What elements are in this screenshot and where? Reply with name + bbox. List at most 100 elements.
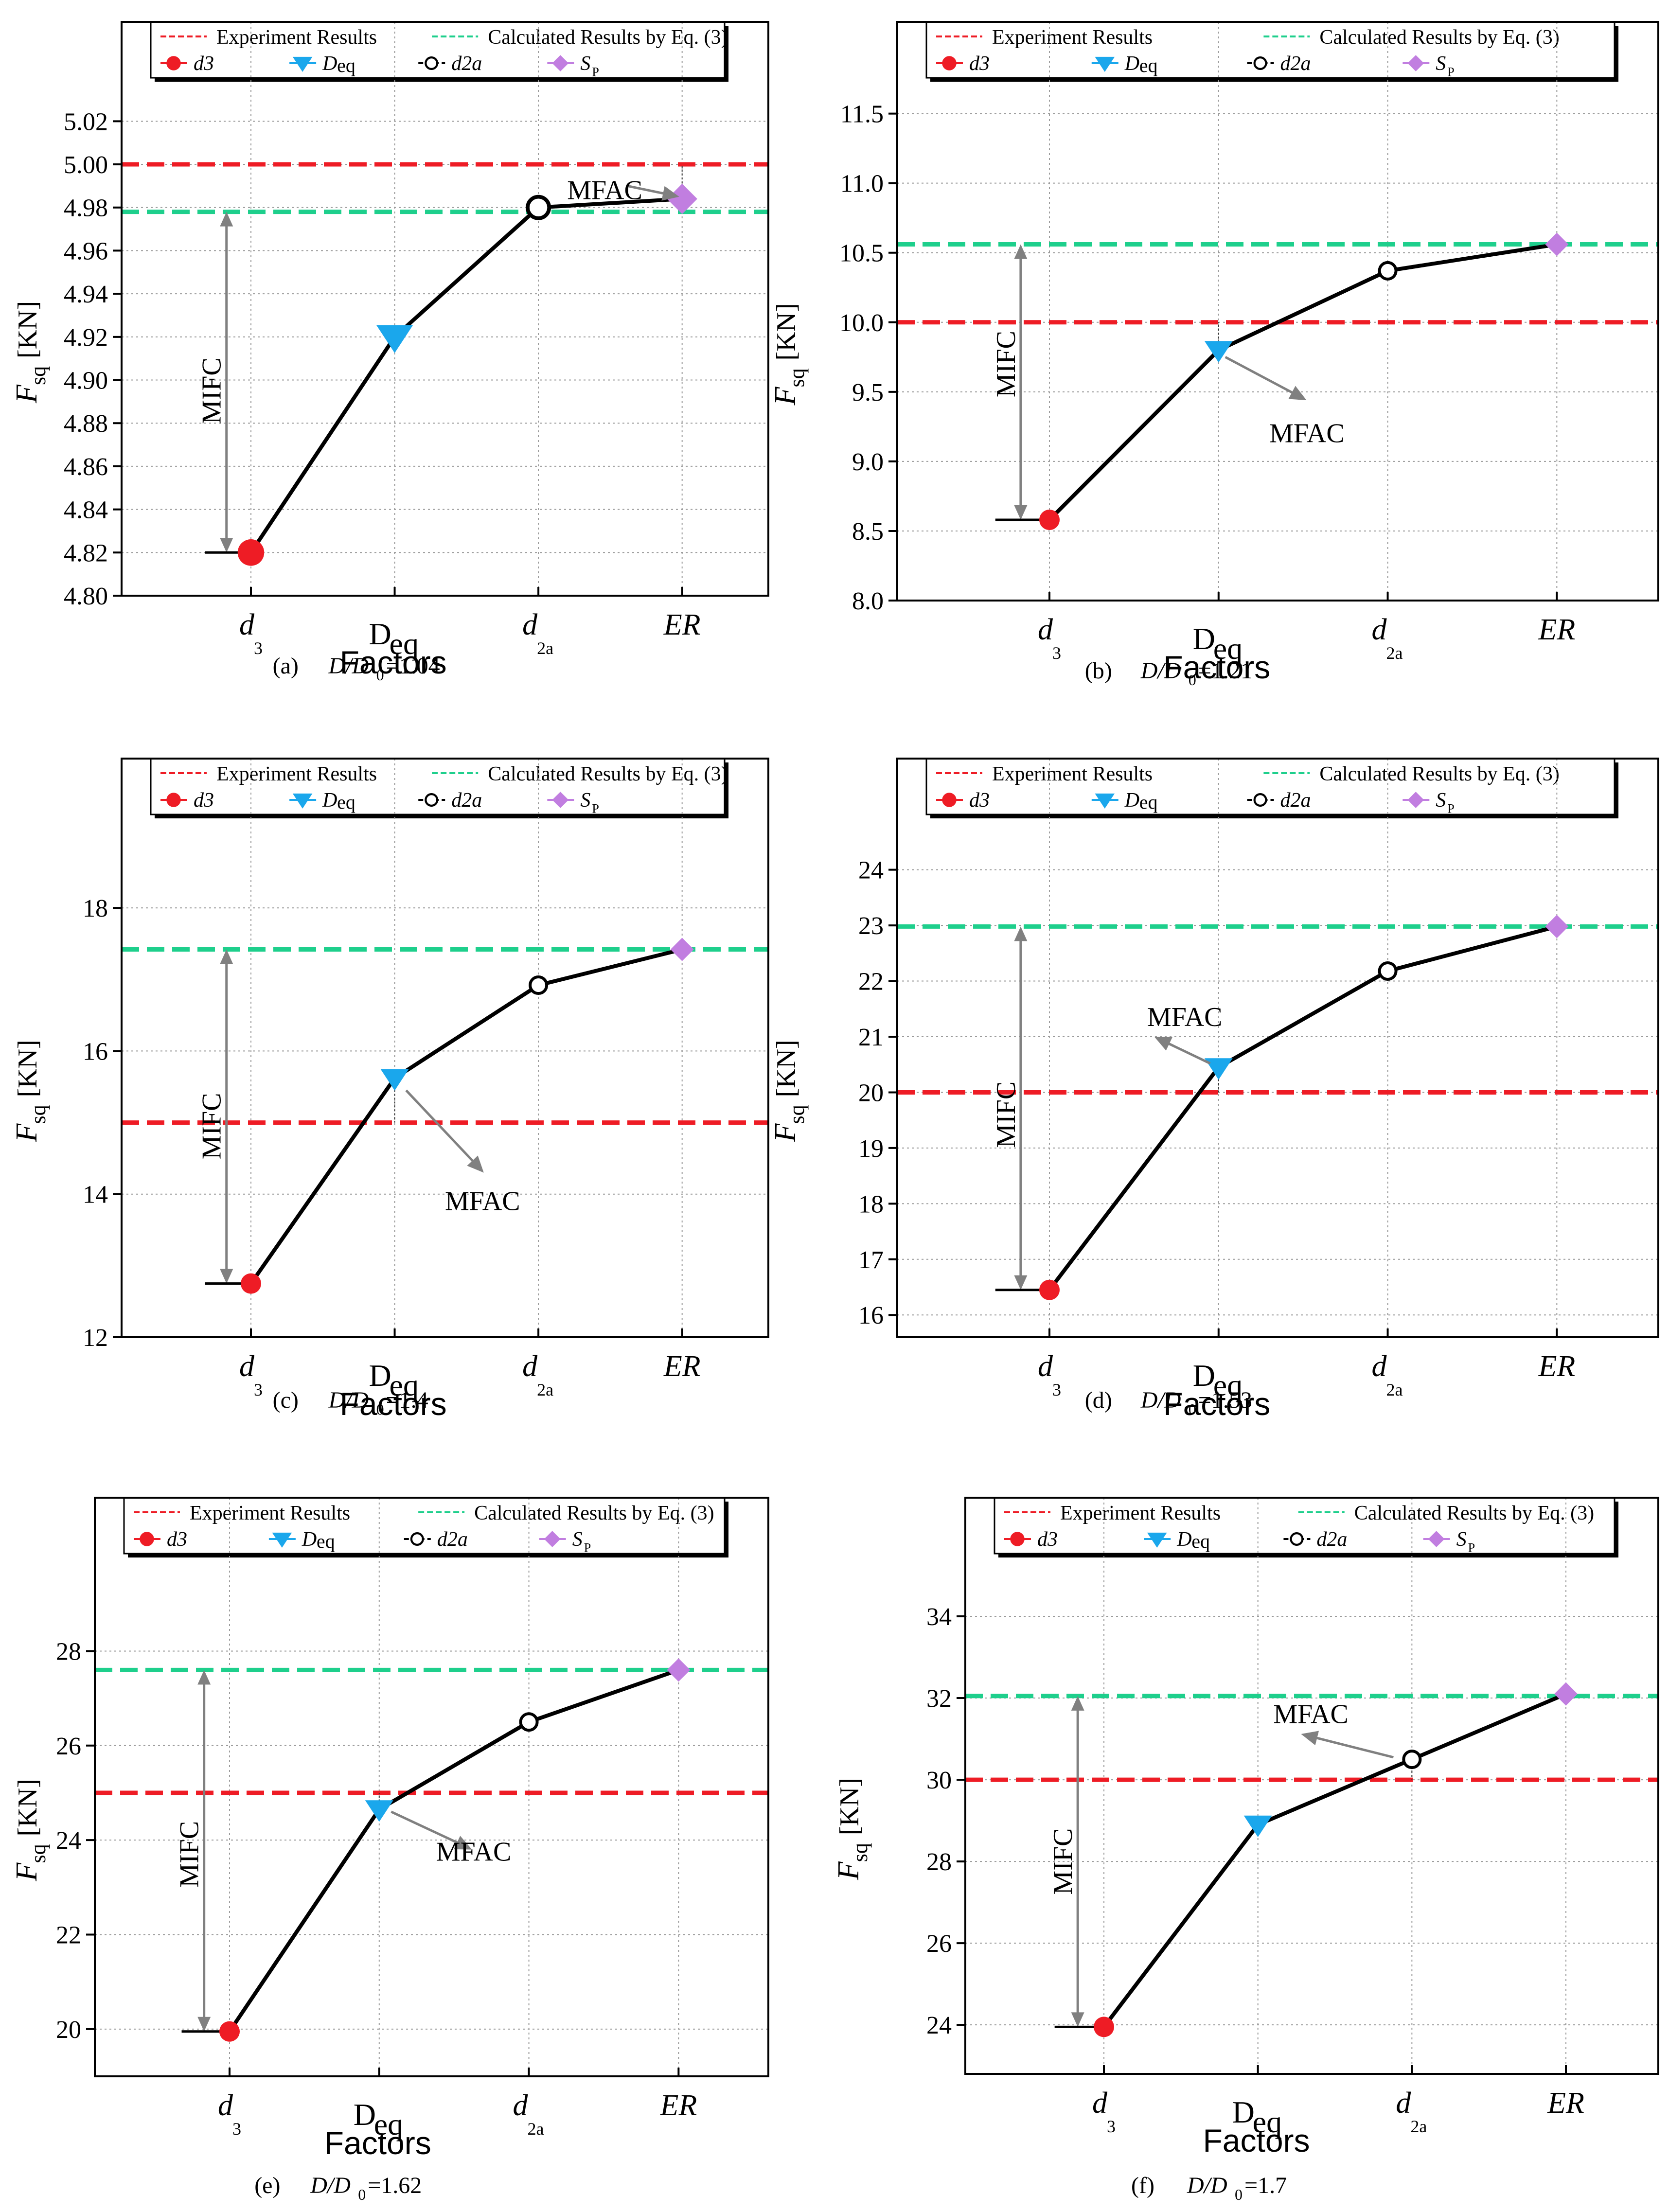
legend-marker-deq xyxy=(1095,793,1115,809)
mifc-label: MIFC xyxy=(175,1821,205,1888)
y-axis-title-sub: sq xyxy=(26,366,50,385)
y-tick-label: 9.0 xyxy=(852,448,884,476)
legend-label-d3: d3 xyxy=(194,53,214,75)
y-axis-title-main: F xyxy=(769,387,802,406)
data-point-d3 xyxy=(219,2021,240,2042)
x-tick-label-deq-main: D xyxy=(1232,2095,1255,2129)
fsq-series-line xyxy=(228,1668,679,2033)
caption-label: (d) xyxy=(1085,1387,1112,1413)
y-tick-label: 22 xyxy=(56,1921,81,1949)
legend-box xyxy=(150,21,726,79)
caption-ratio-value: =1.62 xyxy=(368,2173,422,2198)
chart-panel-e: Experiment Results Calculated Results by … xyxy=(10,1497,769,2203)
legend-label-sp-main: S xyxy=(580,789,590,812)
mifc-arrow-head-down xyxy=(220,1269,233,1284)
y-axis-title-main: F xyxy=(832,1861,865,1880)
legend-marker-d2a xyxy=(1290,1532,1304,1546)
caption-ratio: D/D xyxy=(1187,2173,1227,2198)
x-tick-label-deq-main: D xyxy=(354,2097,376,2132)
data-point-d3 xyxy=(1094,2017,1114,2037)
legend-calculated-label: Calculated Results by Eq. (3) xyxy=(474,1502,714,1524)
legend-label-d2a: d2a xyxy=(1280,53,1311,75)
mfac-arrow-head xyxy=(1154,1037,1172,1051)
chart-panel-f: Experiment Results Calculated Results by … xyxy=(832,1497,1659,2203)
caption-ratio-sub: 0 xyxy=(376,1400,384,1418)
grid xyxy=(122,22,768,596)
legend-marker-deq xyxy=(292,793,313,809)
y-axis-title: Fsq [KN] xyxy=(10,1779,50,1881)
legend: Experiment Results Calculated Results by … xyxy=(123,1497,728,1557)
x-tick-label-d3-sub: 3 xyxy=(254,1380,263,1399)
x-tick-label-d2a-main: d xyxy=(513,2089,529,2122)
x-tick-label-d3-sub: 3 xyxy=(1052,1380,1061,1399)
legend-label-d3: d3 xyxy=(969,53,990,75)
legend-box xyxy=(123,1497,726,1555)
x-tick-label-d3-main: d xyxy=(218,2089,233,2122)
caption-ratio-sub: 0 xyxy=(358,2186,366,2203)
legend-label-sp-main: S xyxy=(580,53,590,75)
legend-marker-d2a xyxy=(425,793,439,807)
plot-frame xyxy=(896,21,1659,602)
legend-marker-sp xyxy=(552,792,569,808)
data-point-er xyxy=(667,183,697,214)
data-point-d3 xyxy=(237,539,265,566)
caption-ratio: D/D xyxy=(310,2173,351,2198)
y-tick-label: 20 xyxy=(56,2016,81,2044)
y-tick-label: 21 xyxy=(858,1024,884,1051)
legend-label-deq-main: D xyxy=(1124,53,1139,75)
x-tick-label-deq-main: D xyxy=(1193,621,1215,656)
legend-marker-d2a xyxy=(1253,793,1267,807)
y-tick-label: 24 xyxy=(858,857,884,885)
panel-caption: (b) D/D 0 =1.21 xyxy=(1085,658,1252,689)
x-axis-title: Factors xyxy=(340,644,447,680)
y-tick-label: 30 xyxy=(926,1767,952,1794)
x-axis-title: Factors xyxy=(1163,1386,1270,1422)
legend-marker-d2a xyxy=(425,56,439,70)
x-tick-label-deq: Deq xyxy=(354,2097,403,2141)
legend-label-d3: d3 xyxy=(969,789,990,812)
y-tick-label: 4.88 xyxy=(64,410,108,438)
x-axis-title: Factors xyxy=(1203,2123,1310,2159)
mfac-label: MFAC xyxy=(1273,1699,1349,1730)
caption-ratio-sub: 0 xyxy=(376,666,384,684)
x-tick-label-d3: d3 xyxy=(239,608,263,658)
y-tick-label: 4.84 xyxy=(64,496,108,524)
caption-ratio-value: =1.4 xyxy=(386,1387,428,1413)
x-tick-label-er: ER xyxy=(659,2089,697,2122)
caption-label: (e) xyxy=(254,2173,280,2198)
caption-ratio-value: =1.53 xyxy=(1198,1387,1252,1413)
mifc-arrow-head-down xyxy=(1014,505,1028,520)
legend-marker-d3 xyxy=(166,56,181,71)
x-tick-label-d2a-sub: 2a xyxy=(528,2119,544,2139)
caption-ratio-sub: 0 xyxy=(1189,1400,1196,1418)
x-tick-label-d3-sub: 3 xyxy=(1107,2117,1116,2136)
mifc-arrow-head-down xyxy=(1071,2012,1084,2027)
caption-label: (a) xyxy=(273,653,299,679)
mfac-label: MFAC xyxy=(436,1837,512,1867)
legend-label-sp-sub: P xyxy=(1468,1541,1475,1555)
data-point-deq xyxy=(376,325,413,353)
x-tick-label-d2a-sub: 2a xyxy=(1386,1380,1403,1399)
fsq-series-line xyxy=(249,197,682,554)
panel-caption: (d) D/D 0 =1.53 xyxy=(1085,1387,1252,1418)
x-tick-label-d2a: d2a xyxy=(522,1350,553,1399)
data-point-deq xyxy=(1204,1058,1233,1080)
legend-experiment-label: Experiment Results xyxy=(992,763,1153,785)
y-axis-title-unit: [KN] xyxy=(771,303,801,360)
y-tick-label: 22 xyxy=(858,968,884,996)
y-tick-label: 17 xyxy=(858,1246,884,1274)
legend-label-d2a: d2a xyxy=(1316,1528,1347,1551)
y-tick-label: 4.98 xyxy=(64,195,108,222)
y-axis-title-sub: sq xyxy=(26,1105,50,1124)
legend-calculated-label: Calculated Results by Eq. (3) xyxy=(1354,1502,1594,1524)
x-tick-label-d2a-main: d xyxy=(1372,613,1387,646)
x-tick-label-deq-sub: eq xyxy=(390,626,419,661)
y-tick-label: 18 xyxy=(83,895,108,922)
x-tick-label-d3: d3 xyxy=(1038,1350,1061,1399)
legend-label-d2a: d2a xyxy=(1280,789,1311,812)
y-axis-title-main: F xyxy=(10,1123,43,1143)
